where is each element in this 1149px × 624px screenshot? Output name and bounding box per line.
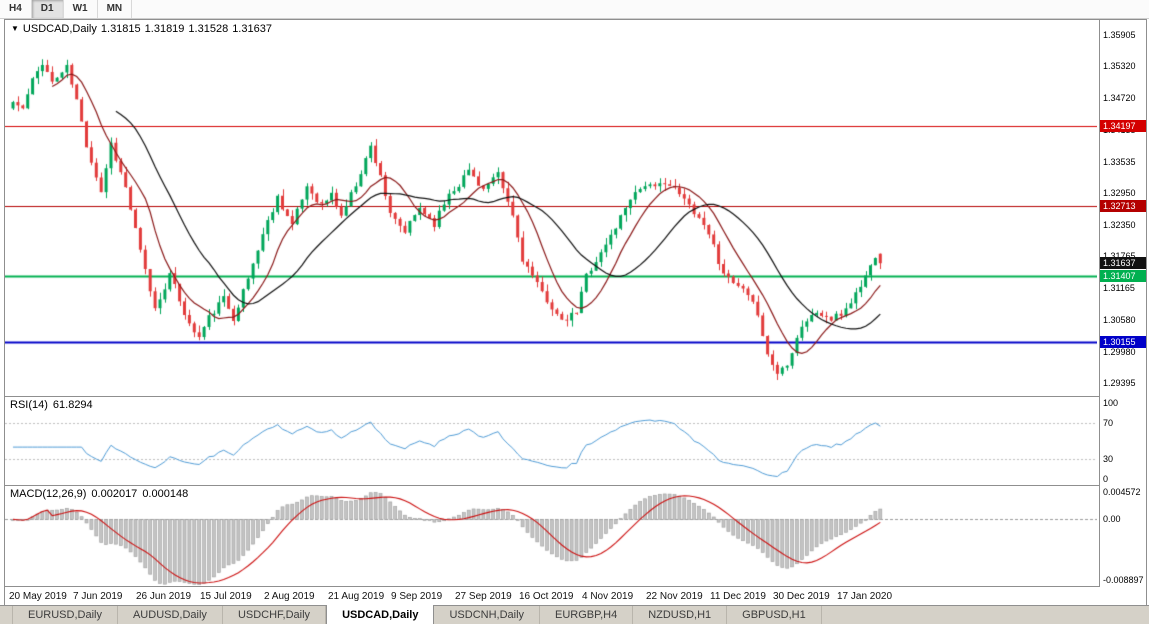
macd-main-value: 0.002017 — [91, 488, 138, 500]
macd-name: MACD(12,26,9) — [10, 488, 87, 500]
chart-tab-eurusd-daily[interactable]: EURUSD,Daily — [12, 606, 118, 624]
ohlc-open: 1.31815 — [100, 23, 141, 35]
timeframe-button-h4[interactable]: H4 — [0, 0, 32, 18]
rsi-value: 61.8294 — [52, 399, 93, 411]
chart-tab-usdcnh-daily[interactable]: USDCNH,Daily — [434, 606, 541, 624]
rsi-indicator-label: RSI(14) 61.8294 — [10, 399, 98, 411]
chart-symbol: USDCAD,Daily — [22, 23, 97, 35]
date-tick-label: 15 Jul 2019 — [200, 591, 252, 602]
rsi-tick: 70 — [1103, 418, 1114, 428]
macd-tick: 0.004572 — [1103, 487, 1141, 497]
date-tick-label: 26 Jun 2019 — [136, 591, 192, 602]
symbol-dropdown-icon[interactable]: ▼ — [11, 24, 19, 33]
rsi-name: RSI(14) — [10, 399, 48, 411]
price-chart-canvas[interactable] — [5, 20, 1097, 396]
timeframe-button-w1[interactable]: W1 — [64, 0, 98, 18]
macd-pane-canvas[interactable] — [5, 486, 1097, 586]
price-tick: 1.33535 — [1103, 157, 1136, 167]
date-tick-label: 11 Dec 2019 — [710, 591, 766, 602]
hline-price-badge[interactable]: 1.30155 — [1100, 336, 1146, 348]
price-tick: 1.31765 — [1103, 251, 1136, 261]
price-tick: 1.35905 — [1103, 30, 1136, 40]
rsi-tick: 100 — [1103, 398, 1119, 408]
ohlc-low: 1.31528 — [188, 23, 229, 35]
time-axis: 20 May 2019 7 Jun 2019 26 Jun 2019 15 Jul 2… — [5, 587, 1097, 604]
macd-tick: -0.008897 — [1103, 575, 1144, 585]
date-tick-label: 27 Sep 2019 — [455, 591, 512, 602]
date-tick-label: 30 Dec 2019 — [773, 591, 830, 602]
pane-splitter[interactable] — [5, 396, 1144, 397]
pane-splitter[interactable] — [5, 485, 1144, 486]
date-tick-label: 7 Jun 2019 — [73, 591, 123, 602]
chart-tab-usdcad-daily[interactable]: USDCAD,Daily — [326, 605, 435, 624]
price-tick: 1.34720 — [1103, 93, 1136, 103]
rsi-tick: 0 — [1103, 474, 1109, 484]
price-tick: 1.35320 — [1103, 61, 1136, 71]
chart-tab-eurgbp-h4[interactable]: EURGBP,H4 — [540, 606, 634, 624]
chart-tab-nzdusd-h1[interactable]: NZDUSD,H1 — [633, 606, 728, 624]
rsi-tick: 30 — [1103, 454, 1114, 464]
timeframe-button-mn[interactable]: MN — [98, 0, 133, 18]
chart-ohlc-label: ▼ USDCAD,Daily 1.31815 1.31819 1.31528 1.3163… — [11, 23, 276, 35]
macd-signal-value: 0.000148 — [142, 488, 189, 500]
date-tick-label: 22 Nov 2019 — [646, 591, 703, 602]
price-tick: 1.29980 — [1103, 347, 1136, 357]
price-scale[interactable]: 1.359051.353201.347201.341351.335351.329… — [1099, 20, 1146, 587]
price-tick: 1.29395 — [1103, 378, 1136, 388]
date-tick-label: 4 Nov 2019 — [582, 591, 634, 602]
hline-price-badge[interactable]: 1.34197 — [1100, 120, 1146, 132]
macd-tick: 0.00 — [1103, 514, 1121, 524]
date-tick-label: 2 Aug 2019 — [264, 591, 315, 602]
chart-tab-gbpusd-h1[interactable]: GBPUSD,H1 — [727, 606, 822, 624]
hline-price-badge[interactable]: 1.32713 — [1100, 200, 1146, 212]
price-tick: 1.31165 — [1103, 283, 1135, 293]
price-tick: 1.32350 — [1103, 220, 1136, 230]
date-tick-label: 21 Aug 2019 — [328, 591, 385, 602]
date-tick-label: 9 Sep 2019 — [391, 591, 443, 602]
timeframe-toolbar: H4 D1 W1 MN — [0, 0, 1149, 19]
pane-splitter[interactable] — [5, 586, 1144, 587]
ohlc-high: 1.31819 — [144, 23, 185, 35]
hline-price-badge[interactable]: 1.31407 — [1100, 270, 1146, 282]
date-tick-label: 17 Jan 2020 — [837, 591, 893, 602]
chart-tab-bar: EURUSD,Daily AUDUSD,Daily USDCHF,Daily USDC… — [0, 605, 1149, 624]
date-tick-label: 20 May 2019 — [9, 591, 67, 602]
price-tick: 1.32950 — [1103, 188, 1136, 198]
chart-tab-usdchf-daily[interactable]: USDCHF,Daily — [223, 606, 327, 624]
date-tick-label: 16 Oct 2019 — [519, 591, 574, 602]
macd-indicator-label: MACD(12,26,9) 0.002017 0.000148 — [10, 488, 193, 500]
ohlc-close: 1.31637 — [232, 23, 272, 35]
chart-window: ▼ USDCAD,Daily 1.31815 1.31819 1.31528 1.3163… — [4, 19, 1147, 606]
current-price-badge: 1.31637 — [1100, 257, 1146, 269]
chart-tab-audusd-daily[interactable]: AUDUSD,Daily — [118, 606, 223, 624]
timeframe-button-d1[interactable]: D1 — [31, 0, 64, 18]
rsi-pane-canvas[interactable] — [5, 397, 1097, 485]
price-tick: 1.30580 — [1103, 315, 1136, 325]
